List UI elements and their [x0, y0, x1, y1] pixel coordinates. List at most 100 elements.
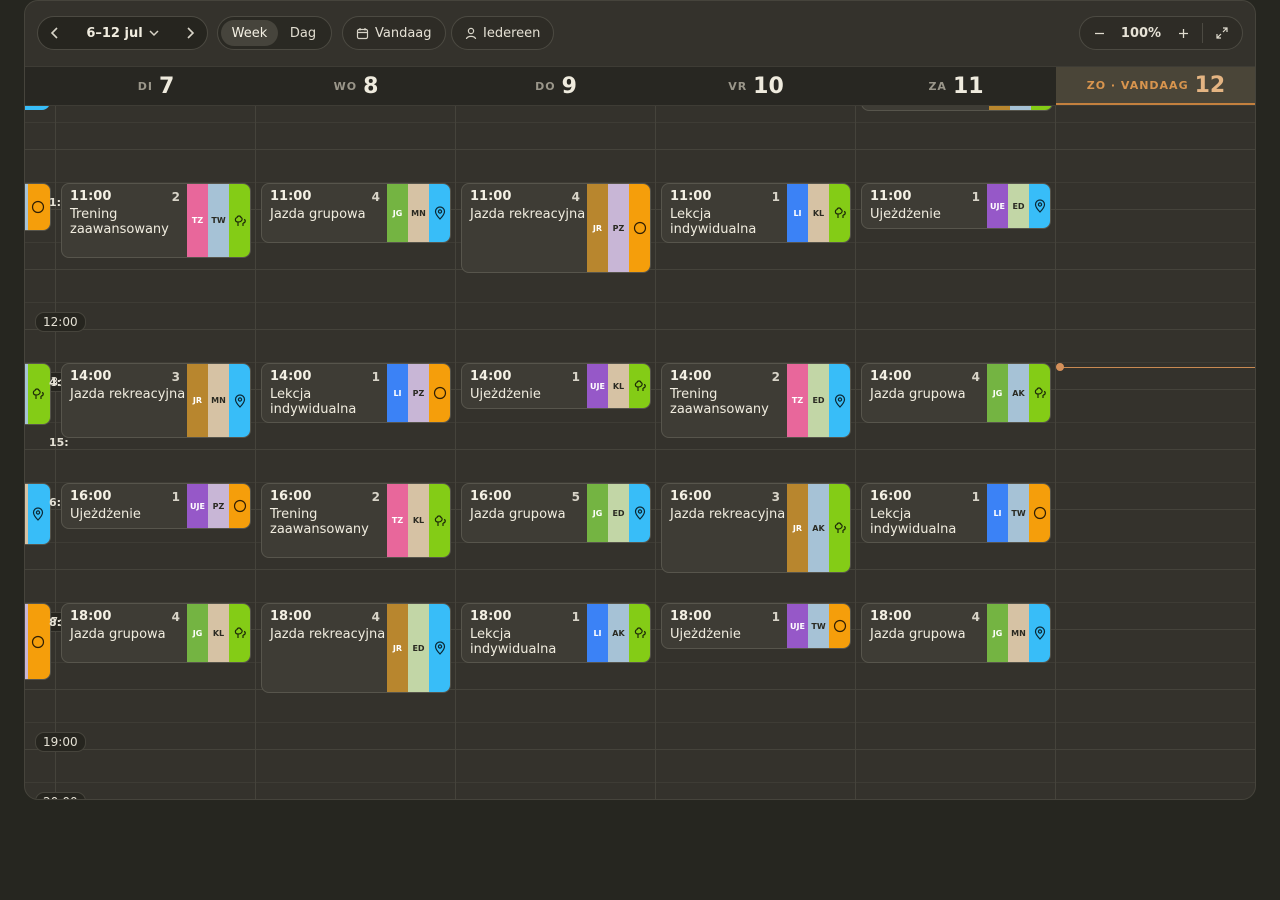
event-tag: KL: [808, 184, 829, 242]
calendar-event[interactable]: 14:00 3 Jazda rekreacyjna JR MN: [61, 363, 251, 438]
event-participant-count: 4: [371, 190, 380, 204]
day-header-today[interactable]: ZO · VANDAAG 12: [1056, 67, 1255, 105]
event-tag: KL: [408, 484, 429, 557]
clipped-event-monday[interactable]: [25, 363, 51, 425]
event-tag: LI: [387, 364, 408, 422]
event-tags: UJE ED: [987, 184, 1050, 228]
event-title: Trening zaawansowany: [270, 507, 369, 537]
zoom-divider: [1202, 23, 1203, 43]
today-button[interactable]: Vandaag: [342, 16, 446, 50]
event-time: 18:00: [470, 609, 512, 624]
event-tag: ED: [608, 484, 629, 542]
calendar-event[interactable]: 18:00 1 Ujeżdżenie UJE TW: [661, 603, 851, 649]
location-pin-icon: [634, 506, 645, 520]
event-title: Jazda grupowa: [270, 207, 366, 222]
calendar-event[interactable]: 11:00 1 Lekcja indywidualna LI KL: [661, 183, 851, 243]
time-label: 20:00: [35, 792, 86, 799]
zoom-in-button[interactable]: [1164, 28, 1202, 39]
event-title: Ujeżdżenie: [70, 507, 141, 522]
day-header-1[interactable]: DI 7: [56, 67, 256, 105]
next-week-button[interactable]: [173, 17, 207, 49]
clipped-event-monday[interactable]: [25, 483, 51, 545]
day-number: 9: [561, 73, 577, 99]
event-time: 14:00: [70, 369, 112, 384]
view-day-button[interactable]: Dag: [289, 25, 317, 41]
event-tag: UJE: [987, 184, 1008, 228]
clipped-event-monday[interactable]: [25, 603, 51, 680]
event-title: Trening zaawansowany: [70, 207, 169, 237]
day-header-4[interactable]: VR 10: [656, 67, 856, 105]
event-category-badge: [829, 484, 850, 572]
calendar-event[interactable]: 16:00 5 Jazda grupowa JG ED: [461, 483, 651, 543]
event-tag: UJE: [187, 484, 208, 528]
event-title: Lekcja indywidualna: [670, 207, 757, 237]
day-header-5[interactable]: ZA 11: [856, 67, 1056, 105]
day-name: WO: [333, 79, 358, 93]
event-tag: PZ: [408, 364, 429, 422]
half-hour-line: [25, 722, 1255, 723]
event-category-badge: [629, 484, 650, 542]
event-tags: JG ED: [587, 484, 650, 542]
date-range-navigator: 6–12 jul: [37, 16, 208, 50]
calendar-event[interactable]: 14:00 1 Ujeżdżenie UJE KL: [461, 363, 651, 409]
event-tags: JR ED: [387, 604, 450, 692]
calendar-event[interactable]: 18:00 4 Jazda grupowa JG MN: [861, 603, 1051, 663]
trees-icon: [634, 627, 646, 638]
half-hour-line: [25, 182, 1255, 183]
day-number: 10: [753, 73, 784, 99]
event-title: Jazda rekreacyjna: [670, 507, 786, 522]
day-column-line: [855, 106, 856, 799]
clipped-event-monday[interactable]: [25, 183, 51, 231]
calendar-event[interactable]: 18:00 4 Jazda rekreacyjna JR ED: [261, 603, 451, 693]
clipped-event-tag: [989, 106, 1010, 110]
calendar-event[interactable]: 11:00 2 Trening zaawansowany TZ TW: [61, 183, 251, 258]
half-hour-line: [25, 482, 1255, 483]
event-tag: JR: [387, 604, 408, 692]
current-time-dot: [1056, 363, 1064, 371]
date-range-picker[interactable]: 6–12 jul: [72, 26, 173, 41]
event-time: 14:00: [870, 369, 912, 384]
calendar-event[interactable]: 14:00 2 Trening zaawansowany TZ ED: [661, 363, 851, 438]
event-tag: MN: [1008, 604, 1029, 662]
calendar-event[interactable]: 11:00 4 Jazda rekreacyjna JR PZ: [461, 183, 651, 273]
people-filter-button[interactable]: Iedereen: [451, 16, 555, 50]
event-time: 18:00: [670, 609, 712, 624]
event-tag: ED: [1008, 184, 1029, 228]
event-time: 16:00: [670, 489, 712, 504]
event-participant-count: 4: [971, 610, 980, 624]
view-week-button[interactable]: Week: [221, 20, 278, 46]
clipped-event-top[interactable]: [861, 106, 1053, 111]
fullscreen-button[interactable]: [1203, 27, 1241, 39]
calendar-event[interactable]: 11:00 1 Ujeżdżenie UJE ED: [861, 183, 1051, 229]
zoom-level: 100%: [1120, 25, 1162, 41]
event-title: Ujeżdżenie: [670, 627, 741, 642]
calendar-event[interactable]: 11:00 4 Jazda grupowa JG MN: [261, 183, 451, 243]
calendar-event[interactable]: 16:00 2 Trening zaawansowany TZ KL: [261, 483, 451, 558]
calendar-event[interactable]: 18:00 1 Lekcja indywidualna LI AK: [461, 603, 651, 663]
chevron-down-icon: [149, 30, 159, 37]
clipped-event-tag: [1031, 106, 1052, 110]
event-category-badge: [1029, 484, 1050, 542]
circle-icon: [433, 386, 446, 400]
calendar-event[interactable]: 16:00 1 Ujeżdżenie UJE PZ: [61, 483, 251, 529]
calendar-event[interactable]: 16:00 1 Lekcja indywidualna LI TW: [861, 483, 1051, 543]
event-tags: LI KL: [787, 184, 850, 242]
clipped-event-tag: [25, 364, 28, 424]
zoom-out-button[interactable]: [1080, 28, 1118, 39]
event-tag: JG: [987, 604, 1008, 662]
previous-week-button[interactable]: [38, 17, 72, 49]
calendar-event[interactable]: 14:00 4 Jazda grupowa JG AK: [861, 363, 1051, 423]
day-header-3[interactable]: DO 9: [456, 67, 656, 105]
clipped-event-tag: [25, 484, 28, 544]
clipped-event-top-left[interactable]: [25, 106, 50, 110]
people-filter-label: Iedereen: [483, 25, 541, 41]
event-category-badge: [229, 184, 250, 257]
calendar-event[interactable]: 14:00 1 Lekcja indywidualna LI PZ: [261, 363, 451, 423]
calendar-event[interactable]: 18:00 4 Jazda grupowa JG KL: [61, 603, 251, 663]
event-title: Jazda rekreacyjna: [70, 387, 186, 402]
event-category-badge: [229, 604, 250, 662]
event-tags: LI AK: [587, 604, 650, 662]
calendar-event[interactable]: 16:00 3 Jazda rekreacyjna JR AK: [661, 483, 851, 573]
event-participant-count: 1: [971, 490, 980, 504]
day-header-2[interactable]: WO 8: [256, 67, 456, 105]
